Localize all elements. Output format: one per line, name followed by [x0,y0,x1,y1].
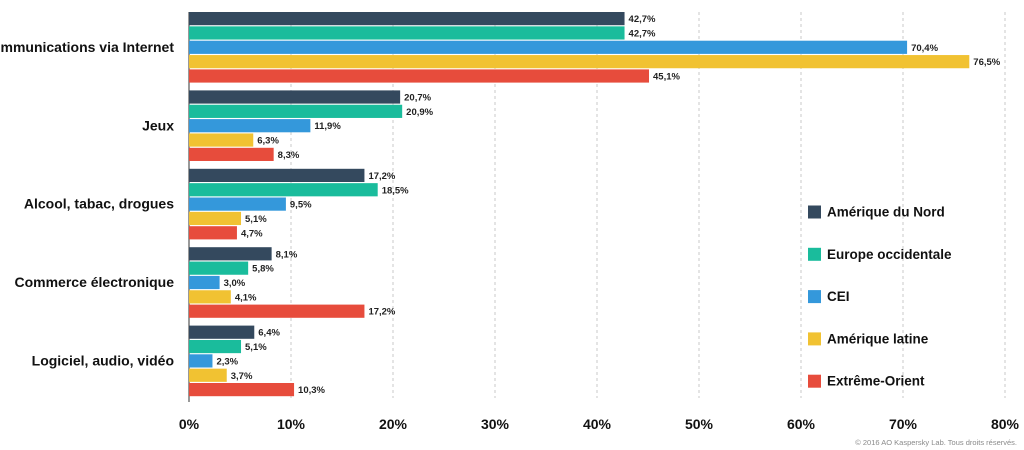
value-label: 3,0% [224,278,246,289]
bar [189,247,272,261]
x-tick-label: 60% [787,416,816,432]
legend: Amérique du Nord Europe occidentale CEI Amé… [808,205,952,389]
bar [189,325,255,339]
bar [189,354,213,368]
x-tick-label: 50% [685,416,714,432]
value-label: 6,3% [257,136,279,147]
category-label: Commerce électronique [15,274,175,290]
value-labels-group: 42,7% 42,7% 70,4% 76,5% 45,1% 20,7% 20,9% 11,9%… [216,14,1000,396]
bar [189,55,970,69]
value-label: 2,3% [216,356,238,367]
value-label: 10,3% [298,385,325,396]
value-label: 5,1% [245,214,267,225]
value-label: 42,7% [629,14,656,25]
category-label: Alcool, tabac, drogues [24,196,174,212]
x-tick-label: 70% [889,416,918,432]
category-labels-group: Communications via Internet Jeux Alcool, t… [0,39,174,369]
bars-group [189,12,970,397]
value-label: 17,2% [368,171,395,182]
bar [189,304,365,318]
x-tick-label: 10% [277,416,306,432]
legend-swatch [808,205,821,219]
legend-label: CEI [827,289,850,304]
bar [189,147,274,161]
bar [189,12,625,26]
value-label: 9,5% [290,200,312,211]
value-label: 5,8% [252,264,274,275]
category-label: Communications via Internet [0,39,174,55]
bar [189,183,378,197]
x-tick-label: 80% [991,416,1020,432]
bar [189,133,254,147]
bar [189,40,908,54]
value-label: 18,5% [382,185,409,196]
value-label: 8,1% [276,249,298,260]
value-label: 70,4% [911,43,938,54]
copyright-text: © 2016 AO Kaspersky Lab. Tous droits rés… [855,438,1017,447]
value-label: 45,1% [653,72,680,83]
value-label: 17,2% [368,307,395,318]
bar [189,168,365,182]
bar [189,69,650,83]
legend-swatch [808,247,821,261]
bar [189,261,249,275]
x-tick-label: 20% [379,416,408,432]
x-tick-label: 0% [179,416,200,432]
legend-label: Extrême-Orient [827,374,925,389]
x-tick-label: 40% [583,416,612,432]
bar [189,211,242,226]
bar [189,275,220,290]
legend-swatch [808,332,821,346]
category-label: Jeux [142,117,174,133]
x-tick-labels-group: 0% 10% 20% 30% 40% 50% 60% 70% 80% [179,416,1020,432]
value-label: 76,5% [973,57,1000,68]
value-label: 20,7% [404,93,431,104]
bar [189,368,227,382]
value-label: 11,9% [314,121,341,132]
value-label: 42,7% [629,28,656,39]
bar [189,226,237,240]
value-label: 20,9% [406,107,433,118]
bar [189,26,625,40]
legend-label: Amérique latine [827,331,929,346]
legend-swatch [808,374,821,388]
value-label: 4,1% [235,292,257,303]
bar [189,339,242,354]
legend-label: Europe occidentale [827,247,952,262]
category-label: Logiciel, audio, vidéo [32,352,174,368]
value-label: 3,7% [231,371,253,382]
value-label: 4,7% [241,228,263,239]
value-label: 8,3% [278,150,300,161]
value-label: 6,4% [258,328,280,339]
legend-swatch [808,290,821,304]
bar [189,290,231,304]
legend-label: Amérique du Nord [827,205,945,220]
bar [189,197,286,211]
value-label: 5,1% [245,342,267,353]
bar [189,104,403,118]
bar [189,90,401,104]
bar [189,119,311,133]
bar [189,383,295,397]
x-tick-label: 30% [481,416,510,432]
